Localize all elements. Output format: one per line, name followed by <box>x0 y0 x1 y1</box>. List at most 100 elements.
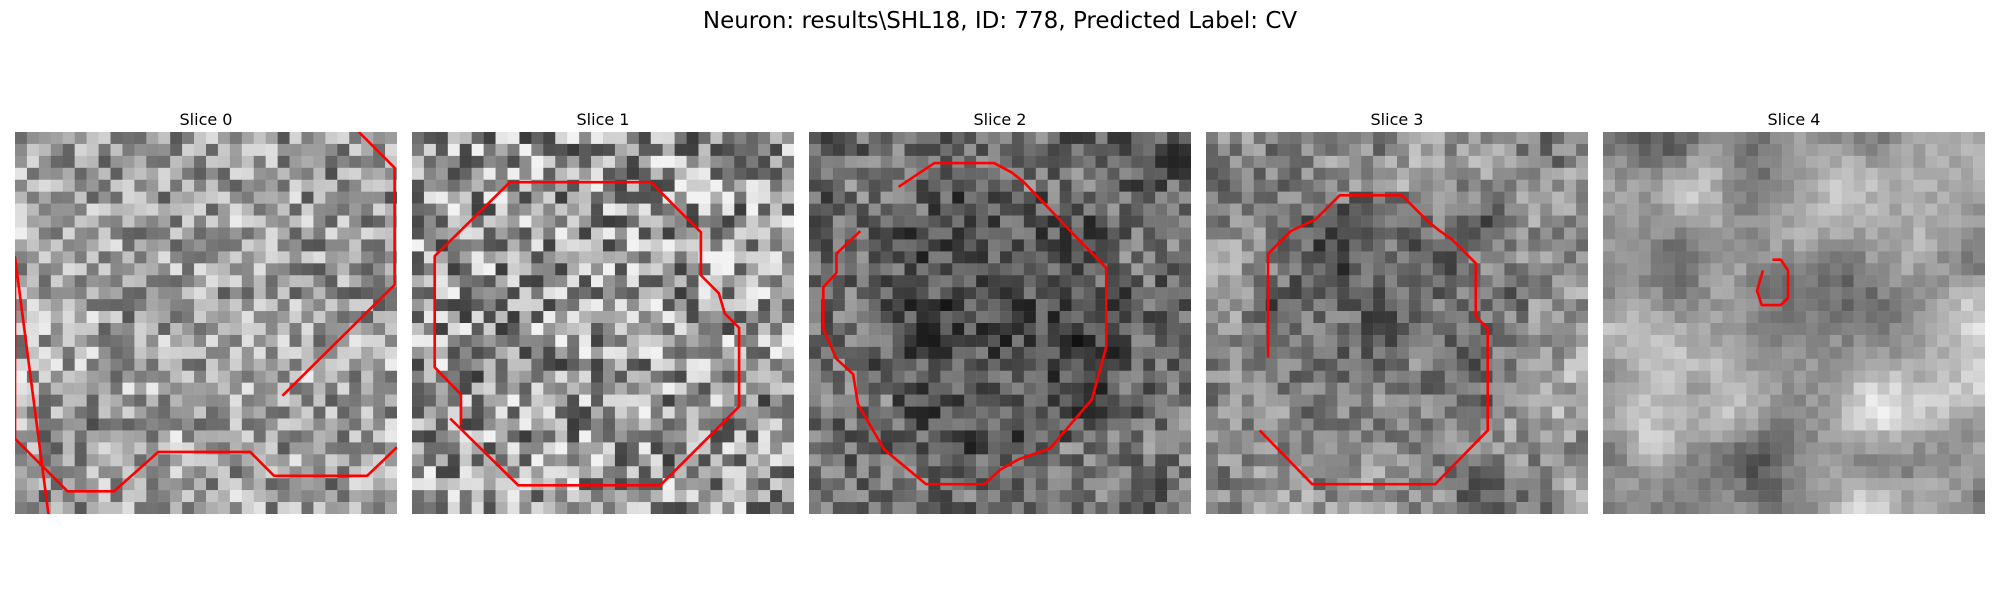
pixel <box>1913 299 1926 312</box>
pixel <box>1023 323 1037 336</box>
pixel <box>1614 263 1628 276</box>
pixel <box>1603 394 1616 407</box>
pixel <box>1552 227 1565 240</box>
pixel <box>1614 358 1628 371</box>
pixel <box>976 394 989 407</box>
pixel <box>1107 251 1120 264</box>
pixel <box>1504 132 1517 145</box>
pixel <box>423 251 437 264</box>
pixel <box>1794 155 1807 169</box>
pixel <box>820 239 834 252</box>
pixel <box>495 143 508 157</box>
pixel <box>1492 430 1505 443</box>
pixel <box>134 275 147 288</box>
pixel <box>86 358 99 371</box>
pixel <box>567 299 580 312</box>
pixel <box>289 275 302 288</box>
pixel <box>1576 323 1588 336</box>
pixel <box>217 179 231 192</box>
pixel <box>301 287 314 300</box>
pixel <box>1059 155 1072 169</box>
pixel <box>1206 167 1219 180</box>
pixel <box>1674 406 1687 419</box>
pixel <box>626 502 640 514</box>
pixel <box>38 251 52 264</box>
pixel <box>1961 311 1974 324</box>
pixel <box>928 132 941 145</box>
pixel <box>423 167 437 180</box>
pixel <box>916 167 929 180</box>
pixel <box>1011 167 1025 180</box>
pixel <box>1047 275 1060 288</box>
pixel <box>904 502 917 514</box>
pixel <box>1504 203 1517 216</box>
pixel <box>1432 442 1445 455</box>
pixel <box>1961 227 1974 240</box>
pixel <box>782 478 794 491</box>
pixel <box>1829 215 1842 228</box>
pixel <box>1385 251 1398 264</box>
pixel <box>1662 132 1675 145</box>
pixel <box>1805 418 1819 431</box>
pixel <box>591 442 604 455</box>
pixel <box>1432 179 1445 192</box>
pixel <box>710 167 723 180</box>
pixel <box>880 478 893 491</box>
pixel <box>988 334 1001 348</box>
pixel <box>650 263 663 276</box>
pixel <box>170 323 183 336</box>
pixel <box>1119 502 1132 514</box>
pixel <box>734 418 747 431</box>
pixel <box>964 394 977 407</box>
pixel <box>674 215 687 228</box>
pixel <box>964 382 977 395</box>
pixel <box>241 239 254 252</box>
pixel <box>603 442 616 455</box>
pixel <box>964 406 977 419</box>
pixel <box>1829 299 1842 312</box>
pixel <box>1782 143 1795 157</box>
pixel <box>110 406 123 419</box>
pixel <box>543 454 556 467</box>
pixel <box>614 346 628 360</box>
pixel <box>1277 406 1290 419</box>
pixel <box>471 490 484 503</box>
pixel <box>1011 311 1025 324</box>
pixel <box>591 406 604 419</box>
pixel <box>62 263 75 276</box>
pixel <box>1241 430 1254 443</box>
pixel <box>1770 430 1783 443</box>
pixel <box>1241 203 1254 216</box>
pixel <box>698 287 711 300</box>
pixel <box>50 311 63 324</box>
pixel <box>1794 406 1807 419</box>
pixel <box>614 132 628 145</box>
pixel <box>1528 132 1541 145</box>
pixel <box>1805 442 1819 455</box>
pixel <box>74 478 87 491</box>
pixel <box>265 167 278 180</box>
pixel <box>385 334 397 348</box>
pixel <box>1961 167 1974 180</box>
pixel <box>614 370 628 383</box>
pixel <box>626 132 640 145</box>
pixel <box>1035 311 1048 324</box>
pixel <box>98 167 111 180</box>
pixel <box>782 490 794 503</box>
pixel <box>373 143 386 157</box>
pixel <box>253 442 266 455</box>
pixel <box>1420 167 1434 180</box>
pixel <box>820 132 834 145</box>
pixel <box>349 251 362 264</box>
pixel <box>26 311 40 324</box>
pixel <box>1913 132 1926 145</box>
pixel <box>1337 263 1350 276</box>
pixel <box>1492 346 1505 360</box>
pixel <box>1552 490 1565 503</box>
pixel <box>1722 311 1735 324</box>
pixel <box>820 191 834 204</box>
pixel <box>650 502 663 514</box>
pixel <box>206 418 219 431</box>
pixel <box>1131 227 1144 240</box>
pixel <box>1973 370 1985 383</box>
